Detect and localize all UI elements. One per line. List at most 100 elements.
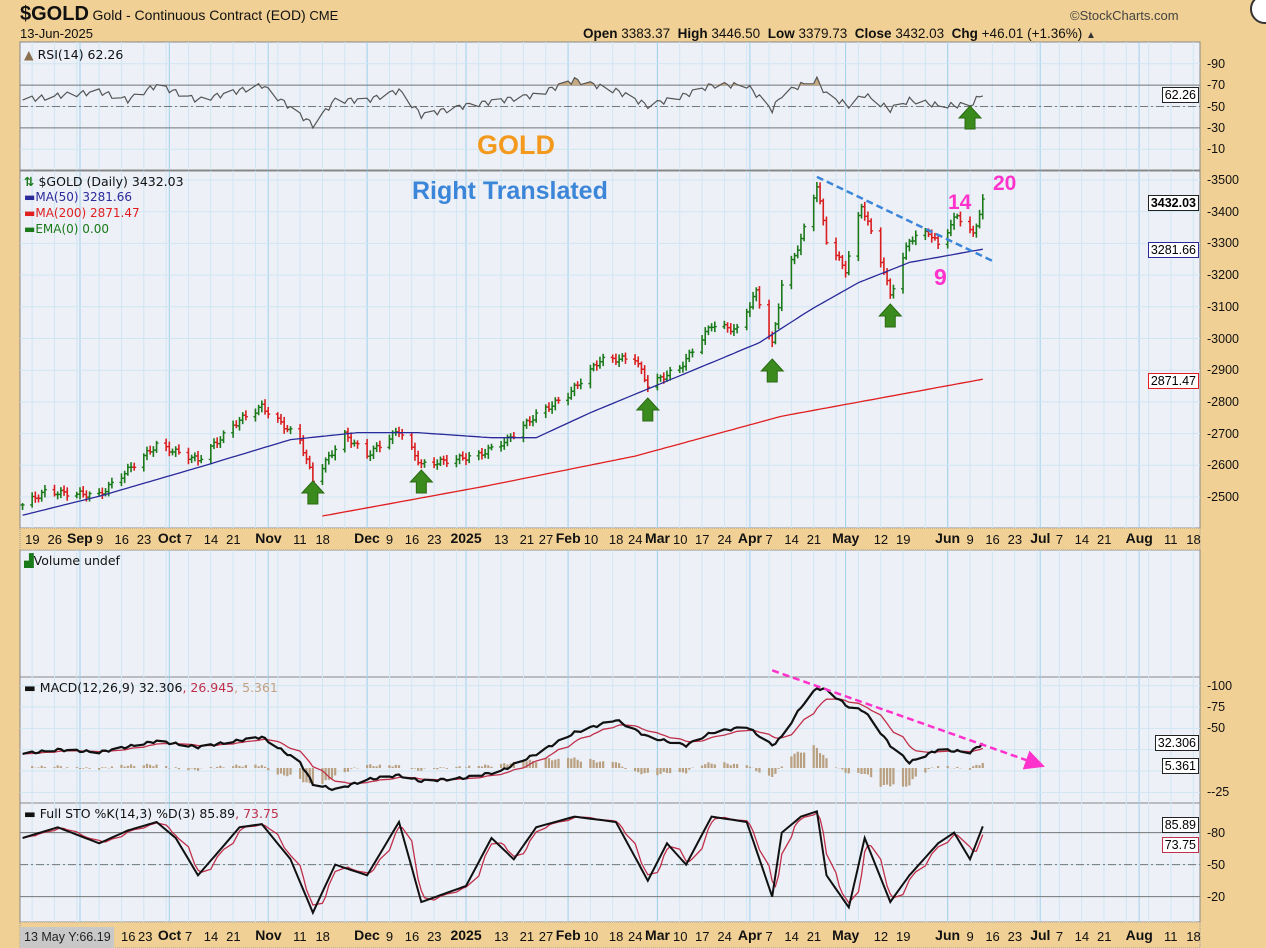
x-tick-label: 10	[673, 532, 688, 547]
ma200-line-icon: ▬	[24, 206, 36, 220]
high-label: High	[677, 26, 708, 41]
macd-legend: ▬ MACD(12,26,9) 32.306, 26.945, 5.361	[24, 680, 278, 695]
x-tick-label: 21	[806, 929, 822, 944]
ohlc-bar	[913, 230, 918, 246]
ohlc-bar	[802, 223, 807, 242]
x-tick-label: 21	[519, 532, 535, 547]
price-y-tick: -2600	[1207, 458, 1239, 473]
ohlc-bar	[288, 426, 293, 435]
x-tick-label: 21	[1096, 929, 1112, 944]
x-tick-label: 16	[985, 532, 1000, 547]
ohlc-bar	[668, 366, 673, 381]
x-tick-label: 12	[873, 929, 889, 944]
x-tick-label: 17	[695, 532, 710, 547]
rsi-y-tick: -70	[1207, 78, 1226, 93]
x-tick-label: 10	[583, 532, 599, 547]
x-tick-label: Feb	[555, 530, 581, 546]
green-up-arrow-icon	[300, 480, 326, 505]
right-translated-annotation: Right Translated	[412, 177, 608, 205]
rsi-y-tick: -50	[1207, 99, 1226, 114]
cycle-count-14: 14	[948, 191, 972, 214]
x-tick-label: 16	[114, 532, 129, 547]
green-up-arrow-icon	[760, 358, 785, 383]
ohlc-bar	[333, 445, 338, 461]
x-tick-label: Mar	[645, 927, 670, 943]
ma50-legend: ▬MA(50) 3281.66	[24, 190, 132, 205]
ohlc-bar	[221, 430, 226, 444]
open-value: 3383.37	[621, 26, 671, 41]
price-y-tick: -2800	[1207, 394, 1239, 409]
volume-panel	[19, 549, 1201, 678]
low-value: 3379.73	[798, 26, 848, 41]
exchange: CME	[309, 8, 339, 23]
rsi-value-tag: 62.26	[1161, 87, 1199, 103]
high-value: 3446.50	[711, 26, 761, 41]
x-tick-label: 11	[293, 532, 307, 547]
ohlc-bar	[377, 440, 382, 453]
chg-up-arrow-icon: ▲	[1086, 30, 1096, 41]
x-tick-label: 24	[717, 929, 732, 944]
green-up-arrow-icon	[878, 303, 903, 328]
ohlc-bar	[20, 503, 25, 510]
volume-legend-text: Volume undef	[33, 553, 120, 568]
x-tick-label: 7	[1055, 532, 1064, 547]
cycle-count-9: 9	[934, 264, 947, 290]
price-panel	[19, 170, 1201, 529]
x-tick-label: 21	[226, 532, 241, 547]
ohlc-bar	[846, 251, 851, 276]
price-y-tick: -2500	[1207, 490, 1239, 504]
x-tick-label: 11	[1163, 929, 1178, 944]
x-tick-label: Aug	[1125, 927, 1153, 943]
x-tick-label: 24	[628, 532, 643, 547]
macd-line-icon: ▬	[24, 680, 36, 695]
x-tick-label: 9	[966, 532, 974, 547]
macd-legend-text: MACD(12,26,9) 32.306	[39, 680, 183, 695]
gold-annotation: GOLD	[477, 130, 555, 160]
ma200-legend: ▬MA(200) 2871.47	[24, 206, 140, 221]
ohlc-bar	[824, 216, 829, 245]
ohlc-bar	[489, 443, 494, 451]
ohlc-bar	[109, 477, 114, 489]
x-tick-label: 13	[494, 929, 509, 944]
ohlc-bar	[623, 352, 628, 364]
rsi-legend: ▲ RSI(14) 62.26	[24, 47, 123, 62]
sto-k-value-tag: 85.89	[1161, 817, 1199, 833]
green-up-arrow-icon	[635, 397, 660, 422]
price-y-tick: -3100	[1207, 299, 1239, 314]
volume-bars-icon: ▟	[24, 553, 34, 568]
copyright[interactable]: ©StockCharts.com	[1070, 8, 1179, 23]
macd-y-tick: -75	[1207, 700, 1226, 715]
x-tick-label: 18	[1186, 532, 1201, 547]
volume-legend: ▟Volume undef	[24, 553, 120, 568]
x-tick-label: 18	[608, 532, 624, 547]
price-legend-text: $GOLD (Daily) 3432.03	[38, 174, 184, 189]
x-tick-label: 9	[385, 929, 394, 944]
x-tick-label: 26	[47, 532, 62, 547]
macd-y-tick: --25	[1207, 785, 1230, 800]
x-tick-label: 21	[806, 532, 822, 547]
x-tick-label: Jul	[1030, 530, 1051, 546]
x-tick-label: May	[832, 927, 860, 943]
ma200-value-tag: 2871.47	[1147, 373, 1199, 389]
x-tick-label: 14	[784, 532, 799, 547]
x-tick-label: 14	[1074, 532, 1090, 547]
sto-y-tick: -20	[1207, 889, 1226, 904]
ohlc-bar	[355, 440, 360, 449]
cycle-count-20: 20	[993, 172, 1017, 195]
x-tick-label: 2025	[450, 927, 482, 943]
ohlc-bars-icon: ⇅	[24, 174, 35, 189]
x-tick-label: 23	[1007, 929, 1023, 944]
x-tick-label: Jun	[935, 530, 961, 546]
rsi-line	[22, 75, 983, 130]
sto-d-line	[22, 812, 984, 906]
instrument-name: Gold - Continuous Contract (EOD)	[92, 7, 306, 23]
x-tick-label: 24	[628, 929, 643, 944]
ohlc-bar	[132, 462, 137, 471]
x-tick-label: Oct	[157, 530, 182, 546]
ma200-line	[322, 378, 983, 517]
x-tick-label: Apr	[737, 927, 763, 943]
rsi-y-tick: -10	[1207, 142, 1226, 157]
ohlc-bar	[534, 409, 539, 423]
ohlc-bar	[735, 323, 740, 334]
